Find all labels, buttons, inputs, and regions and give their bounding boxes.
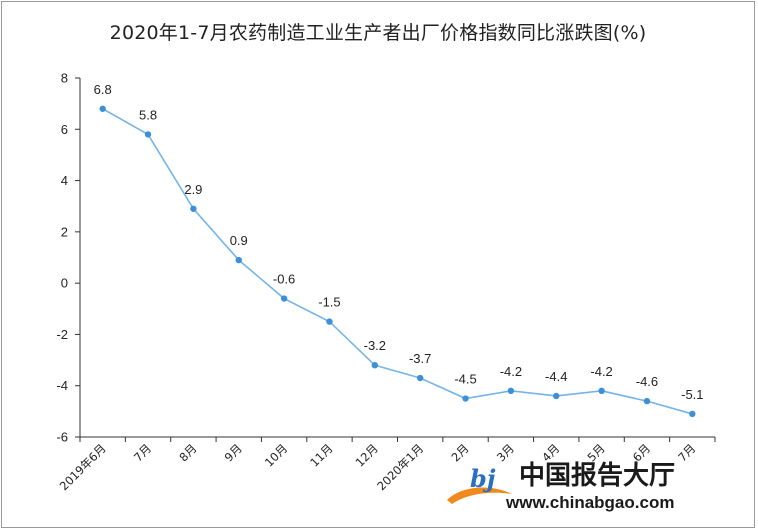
data-point — [462, 395, 469, 402]
data-labels: 6.8 5.8 2.9 0.9 -0.6 -1.5 -3.2 -3.7 -4.5 -4.2 -4.4… — [94, 82, 704, 402]
x-tick-label: 12月 — [353, 441, 381, 469]
y-tick-label: -6 — [56, 430, 68, 445]
series-path — [102, 108, 693, 415]
x-tick-label: 3月 — [494, 441, 517, 464]
data-label: -4.2 — [500, 364, 522, 379]
y-axis-ticks: 8 6 4 2 0 -2 -4 -6 — [56, 71, 80, 445]
watermark-logo-icon: bj — [447, 464, 512, 504]
x-tick-label: 2020年1月 — [374, 441, 426, 493]
x-tick-label: 11月 — [307, 441, 335, 469]
data-label: -0.6 — [273, 272, 295, 287]
data-point — [507, 387, 515, 395]
x-tick-label: 2019年6月 — [57, 441, 109, 493]
data-point — [689, 410, 696, 418]
data-point — [553, 392, 560, 400]
watermark: bj 中国报告大厅 www.chinabgao.com — [447, 460, 675, 512]
series-line — [99, 105, 696, 418]
data-label: -4.6 — [636, 374, 658, 389]
data-label: 2.9 — [184, 182, 202, 197]
y-tick-label: 6 — [61, 122, 68, 137]
data-label: -1.5 — [318, 295, 340, 310]
data-point — [416, 374, 424, 382]
x-tick-label: 8月 — [176, 441, 199, 464]
data-label: -4.2 — [590, 364, 612, 379]
x-tick-label: 10月 — [262, 441, 290, 469]
chart-title: 2020年1-7月农药制造工业生产者出厂价格指数同比涨跌图(%) — [109, 22, 647, 44]
data-label: 5.8 — [139, 107, 157, 122]
data-point — [99, 105, 106, 112]
y-tick-label: 8 — [61, 71, 68, 86]
watermark-url: www.chinabgao.com — [505, 493, 674, 512]
data-point — [643, 397, 651, 405]
data-point — [598, 387, 605, 395]
data-label: 0.9 — [230, 233, 248, 248]
y-tick-label: 4 — [61, 173, 68, 188]
data-point — [371, 362, 379, 369]
data-point — [280, 295, 288, 302]
data-point — [190, 205, 197, 212]
data-label: -5.1 — [681, 387, 703, 402]
x-tick-label: 2月 — [448, 441, 471, 464]
data-label: -4.5 — [454, 372, 476, 387]
y-tick-label: -2 — [56, 327, 68, 342]
data-label: -3.7 — [409, 351, 431, 366]
data-point — [144, 131, 152, 138]
y-tick-label: 2 — [61, 224, 68, 239]
data-point — [326, 318, 333, 325]
data-label: -3.2 — [364, 338, 386, 353]
axes — [79, 78, 715, 438]
data-label: -4.4 — [545, 369, 567, 384]
watermark-name: 中国报告大厅 — [519, 460, 675, 491]
svg-text:bj: bj — [470, 464, 496, 493]
y-tick-label: 0 — [61, 276, 68, 291]
y-tick-label: -4 — [56, 378, 68, 393]
data-point — [235, 256, 242, 264]
x-tick-label: 7月 — [675, 441, 698, 464]
x-tick-label: 7月 — [131, 441, 154, 464]
data-label: 6.8 — [94, 82, 112, 97]
x-tick-label: 9月 — [222, 441, 245, 464]
